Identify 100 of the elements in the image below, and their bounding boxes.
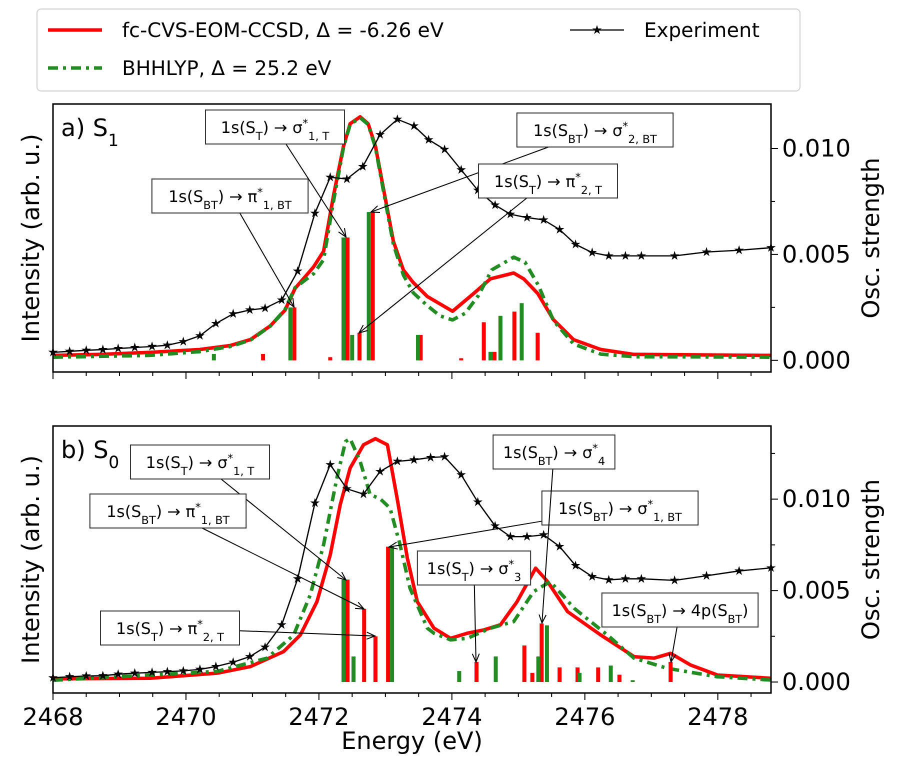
point <box>211 318 221 328</box>
point <box>522 532 532 541</box>
point <box>409 454 419 464</box>
point <box>538 214 548 224</box>
point <box>375 130 385 139</box>
point <box>490 520 500 530</box>
bar <box>416 334 420 360</box>
bar <box>261 354 266 360</box>
bar <box>544 625 549 682</box>
point <box>358 162 368 171</box>
point <box>554 224 564 234</box>
point <box>358 489 368 498</box>
point <box>587 248 597 257</box>
bar <box>494 656 498 682</box>
bar <box>558 667 562 682</box>
bar <box>366 212 371 360</box>
bar <box>342 580 346 682</box>
bar <box>482 322 486 360</box>
point <box>670 250 680 260</box>
x-tick-label: 2468 <box>22 703 84 731</box>
point <box>162 340 172 350</box>
point <box>64 346 74 356</box>
point <box>178 666 188 675</box>
point <box>636 574 646 583</box>
point <box>554 542 564 551</box>
point <box>620 574 630 583</box>
y2-tick-label: 0.000 <box>782 346 851 374</box>
legend-label: BHHLYP, Δ = 25.2 eV <box>122 56 332 80</box>
point <box>98 670 108 680</box>
point <box>570 239 580 248</box>
point <box>506 532 516 541</box>
point <box>342 484 352 493</box>
bar <box>498 316 502 360</box>
point <box>195 664 205 674</box>
point <box>392 456 402 466</box>
y2-tick-label: 0.005 <box>782 576 851 605</box>
annotation: 1s(S$_{BT}$) → 4p(S$_{BT}$) <box>612 601 748 626</box>
bar <box>512 312 516 360</box>
bar <box>390 546 394 682</box>
bar <box>608 666 613 682</box>
bar <box>536 332 540 360</box>
point <box>211 662 221 671</box>
point <box>245 652 255 661</box>
point <box>409 120 419 130</box>
y-axis-title: Intensity (arb. u.) <box>17 455 45 664</box>
bar <box>520 303 524 360</box>
bar <box>328 357 332 360</box>
point <box>702 247 712 256</box>
y2-tick-label: 0.010 <box>782 134 851 162</box>
legend-label: Experiment <box>644 18 760 42</box>
point <box>392 114 402 124</box>
point <box>456 164 466 174</box>
point <box>473 497 483 506</box>
bar <box>488 352 492 360</box>
point <box>113 344 123 353</box>
point <box>162 666 172 676</box>
point <box>604 574 614 584</box>
point <box>147 341 157 351</box>
point <box>670 575 680 584</box>
bar <box>578 672 582 682</box>
point <box>130 342 140 352</box>
point <box>490 200 500 210</box>
y2-tick-label: 0.010 <box>782 485 851 514</box>
point <box>130 668 140 678</box>
point <box>260 303 270 312</box>
point <box>426 452 436 462</box>
bar <box>668 662 673 682</box>
bar <box>212 354 216 360</box>
bar <box>474 662 478 682</box>
y2-axis-title: Osc. strength <box>857 158 885 318</box>
point <box>195 330 205 340</box>
bar <box>457 671 462 682</box>
bar <box>536 656 540 682</box>
point <box>276 620 286 629</box>
point <box>440 144 450 154</box>
bar <box>617 674 622 682</box>
point <box>538 530 548 539</box>
bar <box>522 645 526 682</box>
bar <box>370 212 375 360</box>
point <box>245 304 255 314</box>
point <box>113 669 123 678</box>
point <box>310 208 320 218</box>
chart-title: a) S$_{1}$ <box>61 114 119 150</box>
point <box>636 250 646 260</box>
point <box>604 250 614 260</box>
bar <box>342 237 346 360</box>
legend-label: fc-CVS-EOM-CCSD, Δ = -6.26 eV <box>122 18 444 42</box>
point <box>81 345 91 354</box>
point <box>64 672 74 681</box>
point <box>456 470 466 479</box>
x-tick-label: 2478 <box>687 703 748 731</box>
point <box>292 266 302 276</box>
bar <box>596 667 600 682</box>
y-axis-title: Intensity (arb. u.) <box>17 134 45 342</box>
point <box>375 466 385 476</box>
point <box>702 570 712 580</box>
point <box>325 460 335 469</box>
point <box>276 295 286 304</box>
bar <box>350 334 354 360</box>
point <box>440 452 450 461</box>
